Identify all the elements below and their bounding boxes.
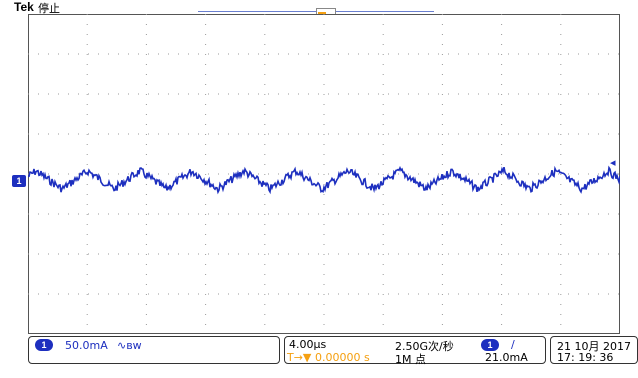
horizontal-scale: 4.00μs: [289, 338, 327, 351]
waveform-display: [28, 14, 620, 334]
timebase-readout-panel[interactable]: 4.00μs 2.50G次/秒 T→▼ 0.00000 s 1M 点 1 ∕ 2…: [284, 336, 546, 366]
bottom-readout-bar: 1 50.0mA ∿ʙw 4.00μs 2.50G次/秒 T→▼ 0.00000…: [0, 336, 638, 378]
bandwidth-limit-icon: ∿ʙw: [117, 339, 142, 352]
channel-1-badge: 1: [35, 339, 53, 351]
channel-scale: 50.0mA: [65, 339, 108, 352]
top-status-bar: Tek 停止: [0, 0, 638, 15]
record-length: 1M 点: [395, 353, 426, 366]
left-arrow-icon: ◂: [610, 156, 616, 169]
trigger-source-badge: 1: [481, 339, 499, 351]
channel-1-ground-marker[interactable]: 1: [12, 175, 26, 187]
time: 17: 19: 36: [557, 351, 614, 364]
channel-readout-panel[interactable]: 1 50.0mA ∿ʙw: [28, 336, 280, 364]
sample-rate: 2.50G次/秒: [395, 340, 454, 353]
trigger-offset-icon: T→▼: [287, 351, 312, 364]
trigger-offset: 0.00000 s: [315, 351, 370, 364]
brand-logo: Tek: [14, 0, 34, 14]
channel-1-waveform: [28, 165, 620, 195]
datetime-panel: 21 10月 2017 17: 19: 36: [550, 336, 638, 364]
trigger-level: 21.0mA: [485, 351, 528, 364]
run-status: 停止: [38, 2, 60, 15]
trigger-slope-icon: ∕: [511, 338, 515, 351]
date: 21 10月 2017: [557, 340, 631, 353]
